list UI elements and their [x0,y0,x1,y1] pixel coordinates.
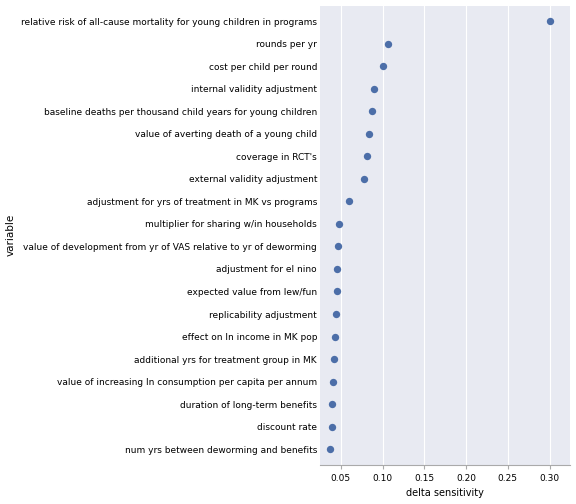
Point [329,355,339,363]
Y-axis label: variable: variable [6,214,16,257]
Point [332,287,341,295]
Point [370,85,379,93]
Point [331,310,340,318]
Point [327,422,336,430]
Point [359,175,369,183]
Point [334,242,343,250]
Point [344,198,354,206]
Point [328,400,337,408]
Point [330,333,339,341]
Point [365,130,374,138]
Point [363,152,372,160]
Point [335,220,344,228]
Point [329,377,338,386]
Point [325,445,335,453]
Point [367,107,376,115]
Point [379,62,388,71]
X-axis label: delta sensitivity: delta sensitivity [406,488,484,498]
Point [383,40,392,48]
Point [333,265,342,273]
Point [545,17,554,25]
